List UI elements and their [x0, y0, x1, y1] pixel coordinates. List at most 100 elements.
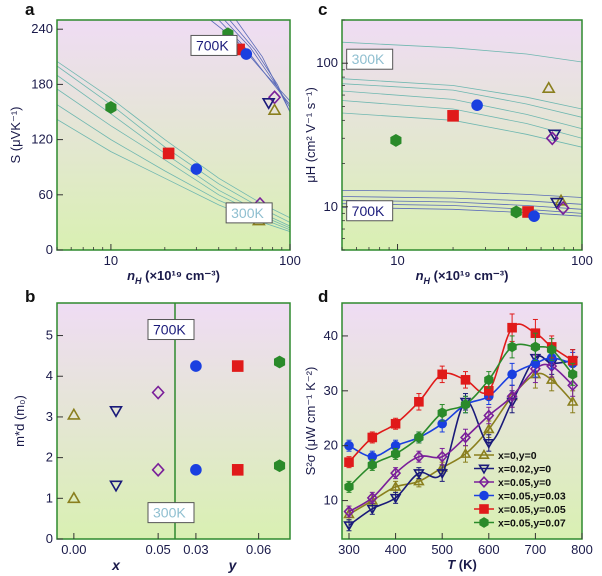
y-tick-label: 40 — [324, 328, 338, 343]
y-axis-label: S²σ (μW cm⁻¹ K⁻²) — [303, 367, 318, 476]
y-tick-label: 180 — [31, 76, 53, 91]
panel-letter: a — [25, 0, 35, 19]
x005-marker — [506, 390, 518, 403]
model-curve — [229, 20, 290, 113]
y005-marker — [507, 322, 517, 333]
x002-marker — [366, 504, 379, 515]
y-tick-label: 60 — [39, 187, 53, 202]
temperature-label: 700K — [352, 203, 385, 219]
panel-b: b 700K 300K 0.00 0.05 0.03 0.06 0 1 2 3 4 5 x y m*d (m₀… — [12, 287, 291, 573]
panel-letter: d — [318, 287, 328, 306]
x-tick-label: 0.03 — [183, 542, 208, 557]
x-tick-label: 0.05 — [145, 542, 170, 557]
x005-marker — [460, 431, 471, 444]
y003-marker — [507, 369, 517, 380]
x0y0-marker — [545, 373, 558, 384]
x0y0-marker — [459, 447, 472, 458]
y-axis-label: m*d (m₀) — [12, 395, 27, 447]
x0y0-marker — [566, 395, 579, 406]
y-tick-label: 4 — [46, 368, 53, 383]
x0y0-marker — [66, 407, 81, 420]
y007-marker — [414, 432, 424, 443]
y007-marker — [479, 517, 489, 528]
y007-marker — [507, 341, 517, 353]
temperature-label-box — [147, 502, 195, 524]
x005-marker — [390, 467, 402, 480]
plot-frame — [56, 19, 291, 251]
x-tick-label: 10 — [390, 253, 404, 268]
x002-marker — [109, 406, 123, 418]
panel-letter: b — [25, 287, 35, 306]
legend-label: x=0.05,y=0.03 — [498, 491, 566, 503]
x0y0-marker — [541, 81, 556, 93]
x002-marker — [478, 464, 490, 475]
temperature-label-box — [225, 202, 273, 224]
model-curve — [342, 83, 582, 118]
x002-marker — [413, 469, 425, 480]
temperature-label: 300K — [231, 205, 264, 221]
y005-marker — [437, 369, 447, 380]
y007-marker — [568, 369, 578, 380]
y005-marker — [231, 464, 244, 476]
y005-marker — [479, 504, 489, 514]
model-curve — [342, 203, 582, 214]
legend-label: x=0.05,y=0.05 — [498, 504, 566, 516]
x005-marker — [556, 200, 570, 216]
y-tick-label: 10 — [324, 199, 338, 214]
legend-label: x=0.02,y=0 — [498, 464, 551, 476]
y-axis-label: S (μVK⁻¹) — [8, 107, 23, 164]
x-tick-label: 100 — [571, 253, 593, 268]
y005-marker — [162, 147, 175, 160]
x-axis-label: nH (×10¹⁹ cm⁻³) — [127, 268, 220, 286]
model-curve — [342, 41, 582, 63]
x002-marker — [436, 469, 448, 480]
y007-marker — [273, 459, 286, 473]
x005-marker — [436, 450, 448, 463]
legend-label: x=0.05,y=0 — [498, 477, 551, 489]
x-tick-label: 300 — [338, 542, 360, 557]
y003-marker — [479, 490, 489, 501]
y007-marker — [273, 355, 286, 369]
x005-marker — [567, 379, 579, 392]
y003-marker — [190, 360, 202, 372]
y007-marker — [547, 344, 557, 355]
x002-marker — [261, 98, 276, 110]
x002-marker — [109, 480, 123, 493]
y-tick-label: 0 — [46, 531, 53, 546]
x-tick-label: 400 — [385, 542, 407, 557]
y005-marker — [460, 375, 471, 385]
y007-marker — [437, 407, 447, 419]
y005-marker — [414, 396, 424, 407]
x002-marker — [389, 493, 402, 504]
panel-d: d x=0,y=0 x=0.02,y=0x=0.05,y=0 x=0.05,y=0.0… — [303, 287, 593, 572]
y-tick-label: 0 — [46, 242, 53, 257]
x002-marker — [547, 129, 562, 142]
y007-marker — [390, 448, 401, 460]
y-tick-label: 240 — [31, 21, 53, 36]
temperature-label: 700K — [153, 322, 186, 338]
x-tick-label: 0.00 — [61, 542, 86, 557]
temperature-label: 300K — [153, 505, 186, 521]
plot-frame — [341, 302, 583, 540]
y-tick-label: 5 — [46, 328, 53, 343]
x-tick-label: 700 — [525, 542, 547, 557]
legend: x=0,y=0 x=0.02,y=0x=0.05,y=0 x=0.05,y=0.03… — [474, 449, 566, 530]
temperature-label-box — [346, 200, 394, 222]
y003-marker — [190, 464, 202, 476]
legend-label: x=0,y=0 — [498, 450, 537, 462]
y007-marker — [344, 481, 354, 493]
x005-marker — [546, 360, 558, 373]
model-curve — [342, 199, 582, 210]
x-tick-label: 10 — [104, 253, 118, 268]
x0y0-marker — [483, 423, 495, 434]
y-tick-label: 20 — [324, 438, 338, 453]
y003-marker — [528, 210, 540, 222]
panel-a: a 700K 300K 10 100 0 60 120 180 240 nH (×10¹⁹ cm⁻³… — [8, 0, 301, 286]
y-tick-label: 30 — [324, 383, 338, 398]
x005-marker — [483, 409, 495, 422]
x0y0-marker — [66, 491, 81, 504]
x005-marker — [413, 450, 425, 463]
temperature-label-box — [147, 319, 195, 341]
x-axis-label: T (K) — [447, 557, 477, 572]
